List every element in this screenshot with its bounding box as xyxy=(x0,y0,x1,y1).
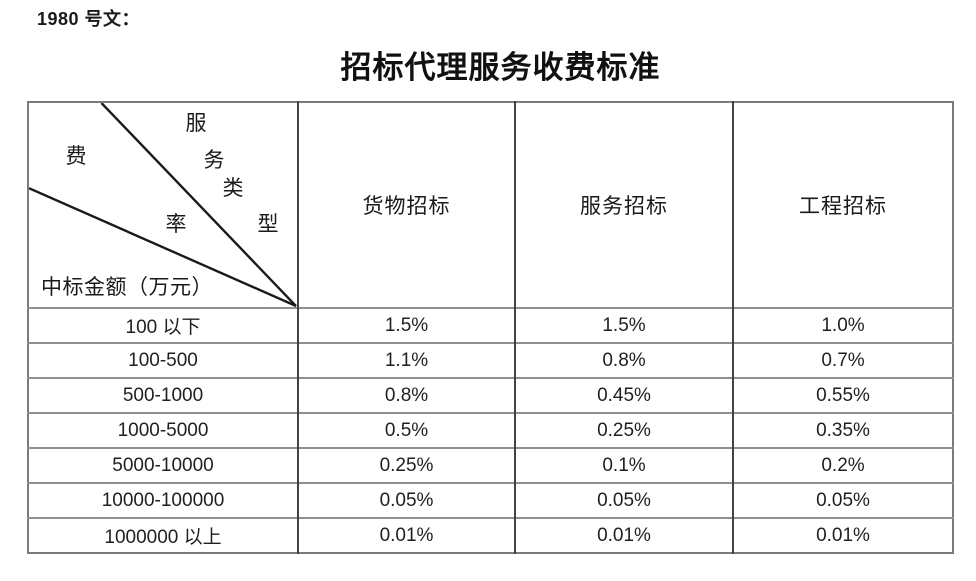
doc-ref: 1980 号文： xyxy=(37,9,141,29)
fee-rate-value: 0.7% xyxy=(732,342,953,378)
fee-rate-value: 1.0% xyxy=(732,307,953,343)
table-row: 5000-10000 0.25% 0.1% 0.2% xyxy=(28,447,953,483)
table-row: 1000-5000 0.5% 0.25% 0.35% xyxy=(28,412,953,448)
fee-rate-value: 0.8% xyxy=(514,342,733,378)
table-row: 100-500 1.1% 0.8% 0.7% xyxy=(28,342,953,378)
fee-rate-value: 1.5% xyxy=(297,307,515,343)
fee-rate-value: 0.25% xyxy=(514,412,733,448)
fee-rate-value: 0.45% xyxy=(514,377,733,413)
diagonal-lines-graphic xyxy=(29,103,297,307)
row-label-amount-range: 100-500 xyxy=(28,342,298,378)
page-title: 招标代理服务收费标准 xyxy=(340,50,661,85)
column-header-works: 工程招标 xyxy=(732,102,953,308)
column-header-service: 服务招标 xyxy=(514,102,733,308)
fee-rate-value: 0.8% xyxy=(297,377,515,413)
fee-table: 服 务 类 型 费 率 中标金额（万元） 货物招标 服务招标 工程招标 100 … xyxy=(27,101,954,554)
corner-amount-label: 中标金额（万元） xyxy=(41,275,213,299)
corner-service-type-char: 服 xyxy=(185,111,207,135)
row-label-amount-range: 1000000 以上 xyxy=(28,517,298,553)
fee-rate-value: 0.35% xyxy=(732,412,953,448)
table-row: 100 以下 1.5% 1.5% 1.0% xyxy=(28,307,953,343)
row-label-amount-range: 5000-10000 xyxy=(28,447,298,483)
table-header-row: 服 务 类 型 费 率 中标金额（万元） 货物招标 服务招标 工程招标 xyxy=(28,102,953,308)
fee-rate-value: 0.05% xyxy=(732,482,953,518)
row-label-amount-range: 100 以下 xyxy=(28,307,298,343)
fee-rate-value: 0.05% xyxy=(297,482,515,518)
fee-rate-value: 0.5% xyxy=(297,412,515,448)
fee-rate-value: 0.1% xyxy=(514,447,733,483)
row-label-amount-range: 500-1000 xyxy=(28,377,298,413)
corner-service-type-char: 类 xyxy=(222,176,244,200)
fee-rate-value: 0.01% xyxy=(732,517,953,553)
column-header-goods: 货物招标 xyxy=(297,102,515,308)
fee-rate-value: 0.01% xyxy=(514,517,733,553)
row-label-amount-range: 1000-5000 xyxy=(28,412,298,448)
table-body: 100 以下 1.5% 1.5% 1.0% 100-500 1.1% 0.8% 0.7% 500… xyxy=(28,307,953,553)
corner-service-type-char: 型 xyxy=(257,212,279,236)
corner-service-type-char: 务 xyxy=(203,148,225,172)
table-row: 1000000 以上 0.01% 0.01% 0.01% xyxy=(28,517,953,553)
table-row: 500-1000 0.8% 0.45% 0.55% xyxy=(28,377,953,413)
fee-rate-value: 0.05% xyxy=(514,482,733,518)
fee-rate-value: 0.55% xyxy=(732,377,953,413)
corner-fee-rate-char: 率 xyxy=(165,212,187,236)
fee-rate-value: 0.25% xyxy=(297,447,515,483)
corner-fee-rate-char: 费 xyxy=(65,144,87,168)
row-label-amount-range: 10000-100000 xyxy=(28,482,298,518)
fee-rate-value: 0.2% xyxy=(732,447,953,483)
table-row: 10000-100000 0.05% 0.05% 0.05% xyxy=(28,482,953,518)
fee-rate-value: 0.01% xyxy=(297,517,515,553)
diagonal-corner-cell: 服 务 类 型 费 率 中标金额（万元） xyxy=(28,102,298,308)
fee-rate-value: 1.5% xyxy=(514,307,733,343)
fee-rate-value: 1.1% xyxy=(297,342,515,378)
